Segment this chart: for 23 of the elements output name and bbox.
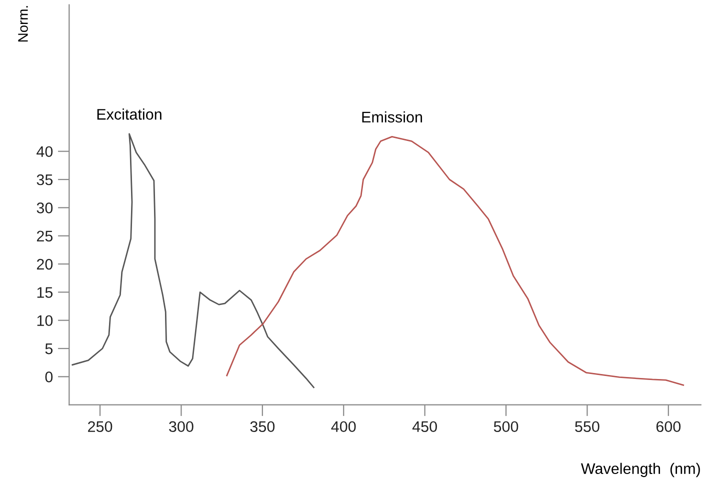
line-series	[226, 136, 684, 386]
x-axis-title: Wavelength (nm)	[580, 462, 700, 478]
x-tick-label: 450	[412, 421, 437, 432]
x-tick-label: 500	[494, 421, 518, 432]
x-tick-label: 350	[250, 421, 275, 432]
x-tick-label: 400	[331, 421, 356, 432]
x-tick-label: 550	[575, 421, 600, 432]
x-tick-label: 300	[169, 421, 194, 432]
series-label: Excitation	[97, 108, 162, 120]
y-tick-label: 40	[36, 146, 53, 158]
y-tick-label: 10	[37, 315, 53, 326]
y-tick-label: 35	[36, 174, 53, 186]
series-label: Emission	[362, 111, 422, 123]
y-axis-title: Norm.	[18, 6, 28, 42]
x-tick-label: 250	[88, 421, 112, 432]
y-tick-label: 0	[45, 372, 53, 382]
y-tick-label: 30	[36, 202, 53, 214]
y-tick-label: 5	[45, 344, 53, 354]
line-series	[72, 133, 314, 388]
x-tick-label: 600	[656, 421, 681, 432]
y-tick-label: 20	[36, 258, 53, 270]
y-tick-label: 25	[36, 230, 53, 242]
y-tick-label: 15	[37, 287, 53, 298]
